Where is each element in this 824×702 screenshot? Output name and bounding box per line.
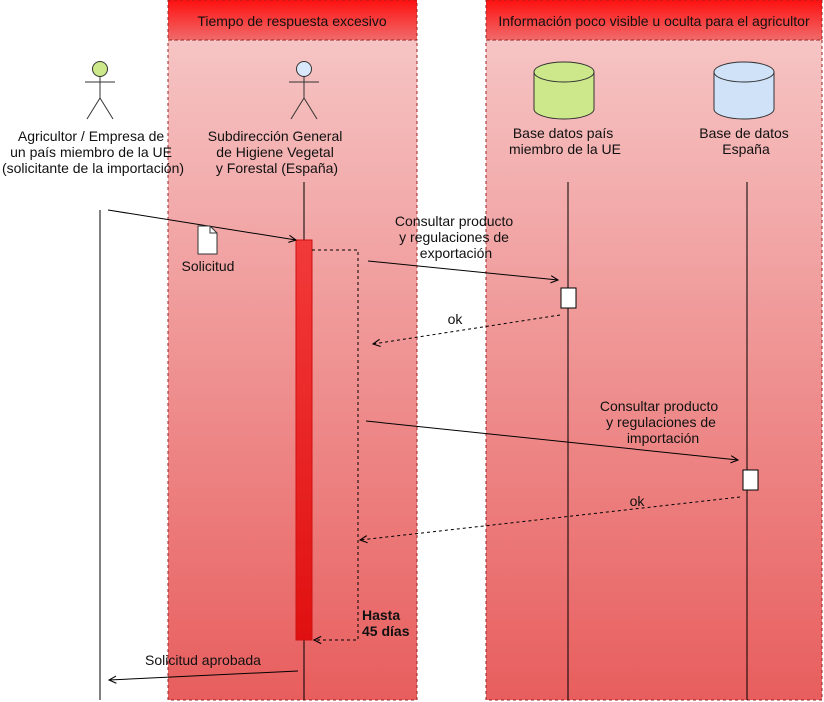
farmer-label-line-3: (solicitante de la importación) <box>2 160 184 176</box>
consult-import-label-line-3: importación <box>627 430 699 446</box>
approved-label: Solicitud aprobada <box>145 652 261 668</box>
db-eu-label: Base datos país miembro de la UE <box>509 125 621 157</box>
deadline-label: Hasta 45 días <box>362 607 410 639</box>
db-eu-label-line-1: Base datos país <box>513 125 613 141</box>
consult-export-label-line-1: Consultar producto <box>395 213 514 229</box>
db-es-label-line-1: Base de datos <box>699 125 789 141</box>
ok-label-2: ok <box>630 493 646 509</box>
request-label: Solicitud <box>182 258 235 274</box>
document-icon <box>198 226 217 254</box>
db-es-activation <box>743 470 758 490</box>
db-eu-database-icon <box>534 62 594 119</box>
ministry-label-line-3: y Forestal (España) <box>216 160 338 176</box>
db-es-label-line-2: España <box>722 141 770 157</box>
ministry-label-line-1: Subdirección General <box>208 128 343 144</box>
consult-export-label-line-2: y regulaciones de <box>399 229 509 245</box>
deadline-label-line-1: Hasta <box>362 607 400 623</box>
lane-info-hidden-title: Información poco visible u oculta para e… <box>498 13 810 29</box>
farmer-label: Agricultor / Empresa de un país miembro … <box>2 128 184 176</box>
farmer-label-line-1: Agricultor / Empresa de <box>18 128 164 144</box>
consult-import-label-line-2: y regulaciones de <box>606 414 716 430</box>
consult-export-label-line-3: exportación <box>420 245 492 261</box>
farmer-actor-icon <box>85 62 115 120</box>
lane-response-time: Tiempo de respuesta excesivo <box>168 0 417 700</box>
ministry-activation-bar <box>296 240 312 640</box>
db-eu-label-line-2: miembro de la UE <box>509 141 621 157</box>
ministry-label: Subdirección General de Higiene Vegetal … <box>208 128 347 176</box>
lane-response-time-title: Tiempo de respuesta excesivo <box>197 13 387 29</box>
db-es-database-icon <box>714 62 774 119</box>
deadline-label-line-2: 45 días <box>362 623 410 639</box>
ok-label-1: ok <box>448 311 464 327</box>
consult-import-label-line-1: Consultar producto <box>600 398 719 414</box>
ministry-label-line-2: de Higiene Vegetal <box>216 144 334 160</box>
farmer-label-line-2: un país miembro de la UE <box>10 144 172 160</box>
db-eu-activation <box>561 288 576 308</box>
